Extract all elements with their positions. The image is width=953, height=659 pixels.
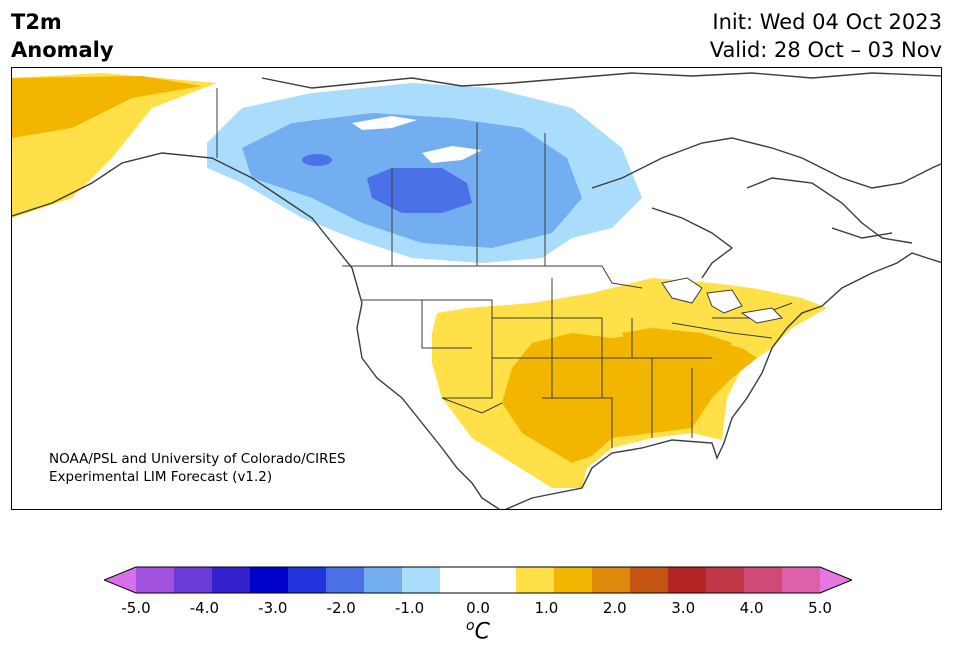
colorbar-segment	[782, 567, 821, 593]
alaska-warm-dark	[12, 76, 202, 138]
map-canvas	[12, 72, 941, 509]
unit-letter: C	[474, 619, 490, 645]
great-lakes	[661, 277, 784, 324]
coastlines	[12, 72, 941, 509]
map-title: T2m Anomaly	[11, 8, 114, 64]
colorbar-segment	[478, 567, 517, 593]
colorbar-tick-label: 5.0	[808, 599, 832, 617]
data-credit: NOAA/PSL and University of Colorado/CIRE…	[49, 450, 346, 486]
colorbar-segment	[516, 567, 555, 593]
lake-white-1	[352, 116, 417, 130]
colorbar-segment	[592, 567, 631, 593]
colorbar-segment	[364, 567, 403, 593]
colorbar-tick-label: 3.0	[671, 599, 696, 617]
colorbar-segment	[174, 567, 213, 593]
anomaly-map	[11, 67, 942, 510]
colorbar-segment	[706, 567, 745, 593]
colorbar-tick-label: 4.0	[739, 599, 764, 617]
valid-period: Valid: 28 Oct – 03 Nov	[709, 38, 942, 62]
forecast-dates: Init: Wed 04 Oct 2023 Valid: 28 Oct – 03…	[710, 8, 942, 64]
title-line-1: T2m	[11, 10, 62, 34]
colorbar-tick-label: -1.0	[394, 599, 425, 617]
colorbar-tick-label: 1.0	[534, 599, 559, 617]
colorbar	[102, 565, 854, 599]
colorbar-segment	[212, 567, 251, 593]
warm-anomaly-core	[502, 333, 757, 463]
colorbar-tick-label: -2.0	[326, 599, 356, 617]
colorbar-segment	[630, 567, 669, 593]
colorbar-segment	[250, 567, 289, 593]
colorbar-segment	[668, 567, 707, 593]
colorbar-tick-label: -5.0	[121, 599, 151, 617]
colorbar-segment	[326, 567, 365, 593]
political-borders	[216, 88, 793, 448]
colorbar-segment	[554, 567, 593, 593]
cold-anomaly-core	[367, 168, 472, 213]
init-date: Init: Wed 04 Oct 2023	[712, 10, 942, 34]
colorbar-segment	[402, 567, 441, 593]
colorbar-tick-label: 0.0	[466, 599, 490, 617]
lake-white-2	[422, 146, 482, 163]
colorbar-segment	[440, 567, 479, 593]
degree-symbol: o	[466, 618, 475, 634]
colorbar-tick-label: 2.0	[602, 599, 627, 617]
title-line-2: Anomaly	[11, 38, 114, 62]
colorbar-segment	[288, 567, 327, 593]
credit-line-2: Experimental LIM Forecast (v1.2)	[49, 469, 273, 485]
colorbar-segment	[136, 567, 175, 593]
ohio-valley-warm	[622, 328, 732, 358]
cold-anomaly-spot	[302, 154, 332, 166]
credit-line-1: NOAA/PSL and University of Colorado/CIRE…	[49, 451, 346, 467]
colorbar-tick-label: -4.0	[189, 599, 220, 617]
colorbar-segment	[744, 567, 783, 593]
colorbar-max-arrow	[820, 567, 852, 593]
colorbar-tick-label: -3.0	[258, 599, 288, 617]
colorbar-unit: oC	[466, 618, 490, 644]
colorbar-min-arrow	[104, 567, 136, 593]
colorbar-graphic	[102, 566, 854, 594]
